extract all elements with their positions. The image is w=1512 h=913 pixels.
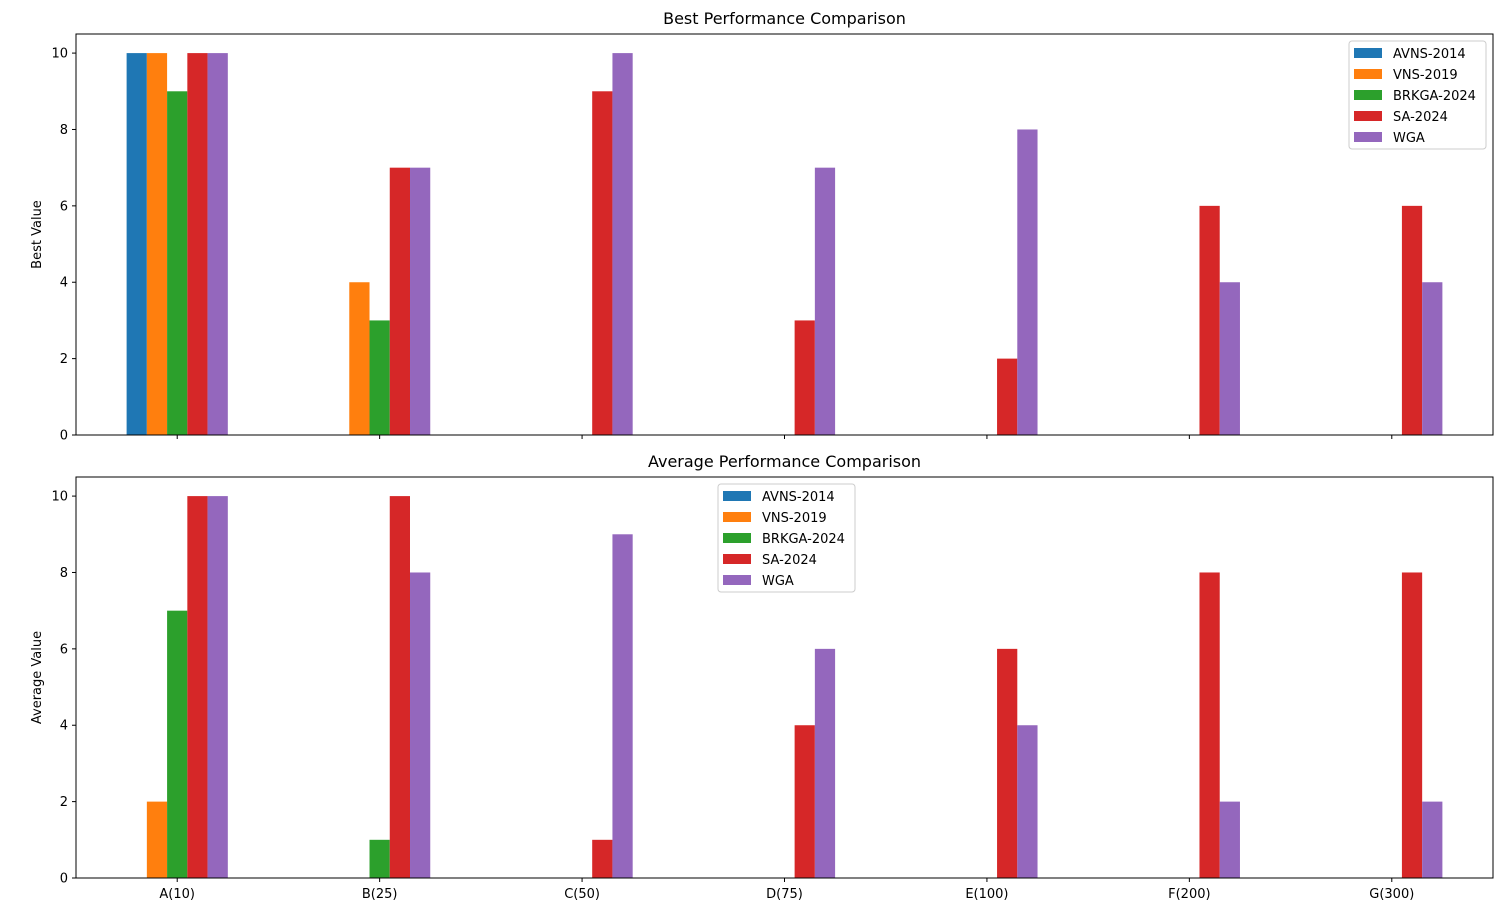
legend-swatch — [723, 575, 751, 585]
legend-swatch — [723, 533, 751, 543]
bar-wga-a10 — [207, 496, 228, 878]
chart-panel-1: Best Performance Comparison 0 2 4 6 8 10 Best V… — [30, 9, 1494, 444]
bar-wga-b25 — [410, 572, 431, 878]
legend-swatch — [723, 512, 751, 522]
bar-brkga-2024-a10 — [167, 610, 188, 878]
bar-sa-2024-g300 — [1401, 205, 1423, 435]
bar-wga-a10 — [207, 53, 228, 435]
bar-avns-2014-a10 — [126, 53, 147, 435]
bar-wga-c50 — [612, 53, 633, 435]
bar-wga-d75 — [814, 167, 836, 436]
legend-swatch — [1354, 132, 1382, 142]
bar-sa-2024-a10 — [187, 496, 208, 878]
legend-label: SA-2024 — [1393, 110, 1448, 125]
legend-label: BRKGA-2024 — [1393, 89, 1476, 104]
bar-wga-e100 — [1017, 129, 1038, 436]
bar-sa-2024-c50 — [592, 839, 613, 878]
axes-frame — [75, 33, 1494, 436]
x-tick-label: F(200) — [1168, 887, 1210, 902]
legend-swatch — [723, 491, 751, 501]
chart-title: Average Performance Comparison — [648, 452, 921, 471]
bar-wga-e100 — [1017, 725, 1038, 878]
y-tick-label: 0 — [60, 429, 68, 444]
bar-sa-2024-d75 — [794, 320, 815, 435]
y-tick-label: 2 — [60, 795, 68, 810]
y-tick-label: 0 — [60, 872, 68, 887]
legend-swatch — [1354, 69, 1382, 79]
x-tick-label: G(300) — [1369, 887, 1414, 902]
legend-swatch — [1354, 90, 1382, 100]
bar-wga-f200 — [1219, 282, 1240, 435]
legend-box — [717, 483, 856, 593]
x-tick-label: C(50) — [564, 887, 600, 902]
bar-sa-2024-d75 — [794, 725, 815, 878]
bar-wga-g300 — [1422, 801, 1443, 878]
x-tick-label: E(100) — [965, 887, 1008, 902]
y-tick-label: 2 — [60, 352, 68, 367]
legend-label: WGA — [762, 574, 794, 589]
bar-sa-2024-g300 — [1401, 572, 1423, 878]
bar-sa-2024-f200 — [1199, 572, 1220, 878]
bar-brkga-2024-b25 — [369, 320, 390, 435]
bar-wga-g300 — [1422, 282, 1443, 435]
bar-sa-2024-b25 — [389, 167, 410, 436]
bar-sa-2024-f200 — [1199, 205, 1220, 435]
bar-vns-2019-a10 — [146, 53, 168, 435]
legend-box — [1348, 40, 1487, 150]
y-axis-label: Best Value — [30, 200, 45, 269]
y-tick-label: 6 — [60, 199, 68, 214]
bar-vns-2019-a10 — [146, 801, 168, 878]
y-tick-label: 4 — [60, 719, 68, 734]
legend: AVNS-2014 VNS-2019 BRKGA-2024 SA-2024 WGA — [717, 483, 856, 593]
legend-label: VNS-2019 — [762, 511, 827, 526]
bar-wga-c50 — [612, 534, 633, 878]
legend-label: WGA — [1393, 131, 1425, 146]
bar-sa-2024-c50 — [592, 91, 613, 435]
bar-sa-2024-e100 — [997, 358, 1018, 435]
y-tick-label: 4 — [60, 276, 68, 291]
chart-panel-2: Average Performance Comparison 0 2 4 6 8 10 A(1… — [30, 452, 1494, 902]
x-tick-label: D(75) — [766, 887, 803, 902]
legend-label: AVNS-2014 — [1393, 47, 1466, 62]
bar-wga-b25 — [410, 167, 431, 436]
bar-wga-f200 — [1219, 801, 1240, 878]
bar-brkga-2024-a10 — [167, 91, 188, 435]
y-tick-label: 10 — [51, 490, 68, 505]
legend-label: SA-2024 — [762, 553, 817, 568]
legend-label: VNS-2019 — [1393, 68, 1458, 83]
legend-swatch — [1354, 48, 1382, 58]
legend-swatch — [1354, 111, 1382, 121]
bar-wga-d75 — [814, 648, 836, 878]
legend-label: BRKGA-2024 — [762, 532, 845, 547]
y-tick-label: 6 — [60, 642, 68, 657]
y-tick-label: 8 — [60, 566, 68, 581]
y-axis-label: Average Value — [30, 631, 45, 724]
bar-brkga-2024-b25 — [369, 839, 390, 878]
bar-sa-2024-b25 — [389, 496, 410, 878]
bar-sa-2024-a10 — [187, 53, 208, 435]
x-tick-label: B(25) — [362, 887, 398, 902]
chart-title: Best Performance Comparison — [663, 9, 906, 28]
bar-sa-2024-e100 — [997, 648, 1018, 878]
legend: AVNS-2014 VNS-2019 BRKGA-2024 SA-2024 WGA — [1348, 40, 1487, 150]
bar-vns-2019-b25 — [349, 282, 370, 435]
legend-swatch — [723, 554, 751, 564]
x-tick-label: A(10) — [159, 887, 195, 902]
y-tick-label: 10 — [51, 47, 68, 62]
legend-label: AVNS-2014 — [762, 490, 835, 505]
y-tick-label: 8 — [60, 123, 68, 138]
